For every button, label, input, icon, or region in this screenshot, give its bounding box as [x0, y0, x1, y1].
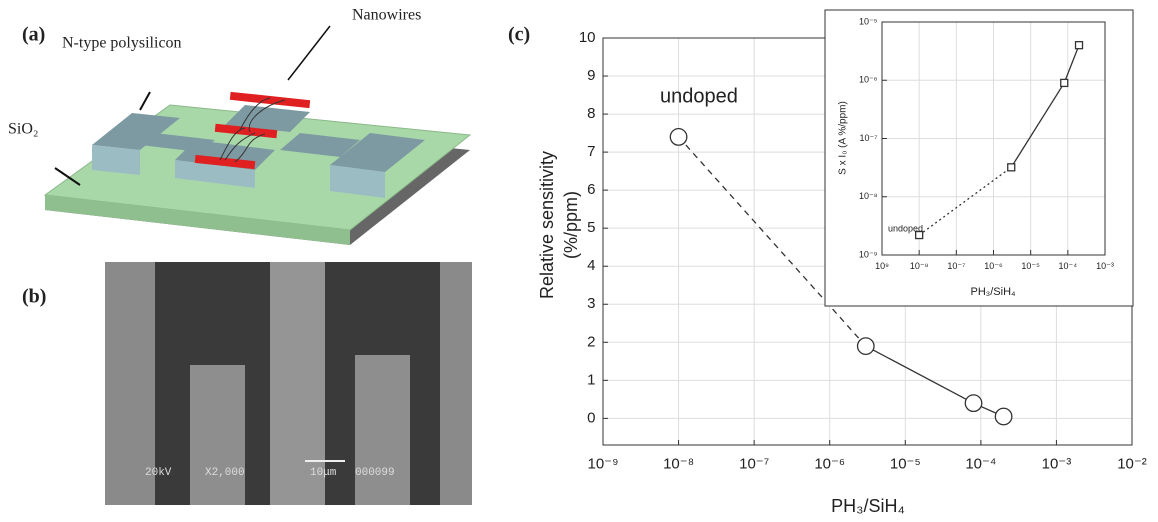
x-axis-label: PH₃/SiH₄ — [831, 496, 905, 516]
marker — [964, 394, 983, 413]
marker — [1074, 41, 1084, 50]
y-tick-label: 10⁻⁸ — [859, 191, 878, 201]
sem-pillar — [105, 262, 155, 505]
line-segment — [865, 345, 974, 404]
y-tick-label: 6 — [587, 181, 595, 198]
x-tick-label: 10⁻⁷ — [739, 455, 769, 472]
inset-frame — [824, 9, 1134, 307]
x-tick-label: 10⁻⁹ — [587, 455, 618, 472]
x-tick-label: 10⁻⁶ — [984, 261, 1003, 271]
y-tick-label: 2 — [587, 333, 595, 350]
x-tick-label: 10⁻⁵ — [1021, 261, 1040, 271]
x-tick-label: 10⁻³ — [1042, 455, 1072, 472]
marker — [1007, 163, 1016, 172]
arrow — [287, 25, 331, 81]
diagram-label: SiO₂ — [8, 121, 38, 138]
panel-label: (a) — [22, 24, 45, 46]
sem-pillar — [270, 262, 325, 505]
line-segment — [678, 136, 867, 347]
device-schematic — [43, 25, 472, 245]
sem-caption: 20kV — [145, 467, 172, 479]
finger-side — [175, 160, 255, 188]
sem-image — [105, 262, 472, 505]
nanowire-contact — [229, 91, 311, 109]
marker — [669, 127, 688, 146]
y-tick-label: 8 — [587, 105, 595, 122]
x-tick-label: 10⁻⁴ — [965, 455, 996, 472]
y-tick-label: 7 — [587, 143, 595, 160]
y-tick-label: 10⁻⁷ — [859, 133, 877, 143]
substrate-edge — [45, 195, 350, 245]
sem-pillar — [355, 355, 410, 505]
x-tick-label: 10⁻⁷ — [947, 261, 965, 271]
x-tick-label: 10⁻⁸ — [910, 261, 929, 271]
y-tick-label: 1 — [587, 371, 595, 388]
marker — [1060, 78, 1069, 88]
pad-right — [330, 133, 425, 172]
y-tick-label: 3 — [587, 295, 595, 312]
line-segment — [1063, 44, 1080, 84]
marker — [915, 230, 924, 240]
y-tick-label: 0 — [587, 409, 595, 426]
panel-label: (c) — [508, 24, 530, 46]
marker — [994, 407, 1013, 426]
y-tick-label: 10⁻⁹ — [859, 249, 878, 259]
nanowire-contact — [194, 154, 256, 170]
x-tick-label: 10⁹ — [875, 261, 889, 271]
x-axis-label: PH₃/SiH₄ — [970, 286, 1016, 298]
sem-caption: X2,000 — [205, 467, 245, 479]
y-axis-label: Relative sensitivity — [537, 151, 557, 299]
x-tick-label: 10⁻⁴ — [1059, 261, 1078, 271]
panel-label: (b) — [22, 286, 46, 308]
x-tick-label: 10⁻⁶ — [814, 455, 845, 472]
y-axis-label: S x I₀ (A %/ppm) — [838, 101, 849, 175]
x-tick-label: 10⁻² — [1117, 455, 1147, 472]
sem-pillar — [440, 262, 472, 505]
y-axis-label: (%/ppm) — [561, 191, 581, 259]
annotation: undoped — [888, 223, 923, 233]
x-tick-label: 10⁻⁸ — [663, 455, 694, 472]
y-tick-label: 9 — [587, 67, 595, 84]
pad-left-side — [92, 145, 140, 175]
line-segment — [1010, 82, 1065, 168]
diagram-label: N-type polysilicon — [62, 35, 182, 52]
diagram-label: Nanowires — [352, 7, 421, 24]
plot-frame — [881, 21, 1106, 256]
line-segment — [918, 166, 1012, 236]
arrow — [54, 167, 81, 186]
y-tick-label: 5 — [587, 219, 595, 236]
sem-caption: 10μm — [310, 467, 337, 479]
sem-caption: 000099 — [355, 467, 395, 479]
annotation: undoped — [660, 85, 738, 107]
finger — [225, 105, 310, 132]
pad-right-side — [330, 165, 385, 198]
y-tick-label: 10⁻⁶ — [859, 75, 878, 85]
arm-right — [280, 133, 360, 157]
y-tick-label: 10 — [579, 29, 596, 46]
y-tick-label: 10⁻⁵ — [859, 16, 878, 26]
x-tick-label: 10⁻³ — [1096, 261, 1114, 271]
sem-pillar — [190, 365, 245, 505]
x-tick-label: 10⁻⁵ — [890, 455, 921, 472]
arrow — [139, 91, 151, 111]
nanowires — [219, 97, 286, 163]
marker — [856, 337, 875, 356]
y-tick-label: 4 — [587, 257, 595, 274]
pad-left — [92, 113, 180, 150]
